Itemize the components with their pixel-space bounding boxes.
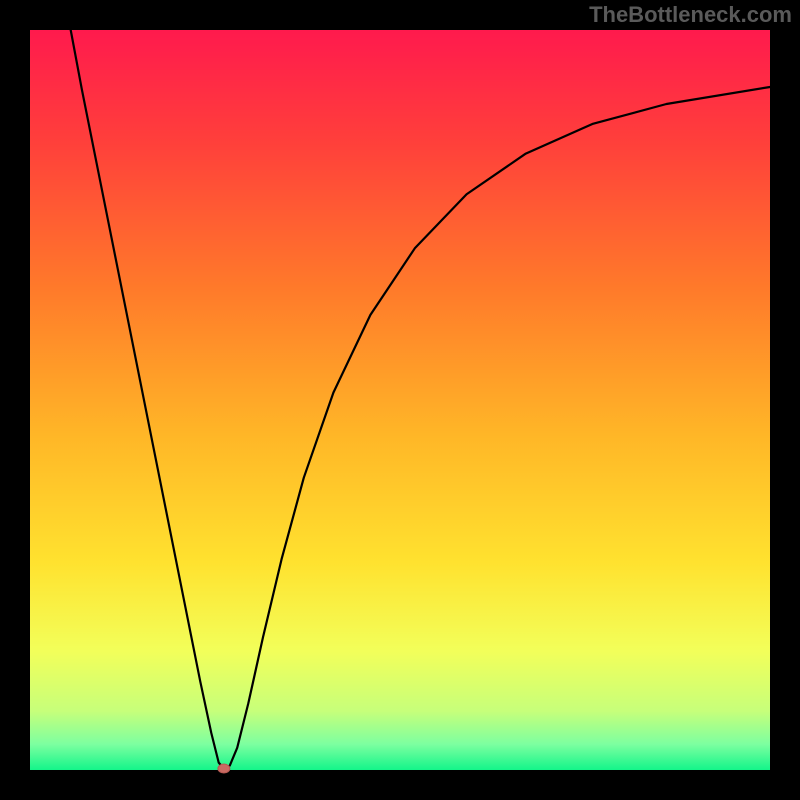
bottleneck-chart [0,0,800,800]
plot-area [30,30,770,770]
watermark-text: TheBottleneck.com [589,2,792,28]
chart-container: { "meta": { "watermark": "TheBottleneck.… [0,0,800,800]
minimum-marker [218,764,230,773]
